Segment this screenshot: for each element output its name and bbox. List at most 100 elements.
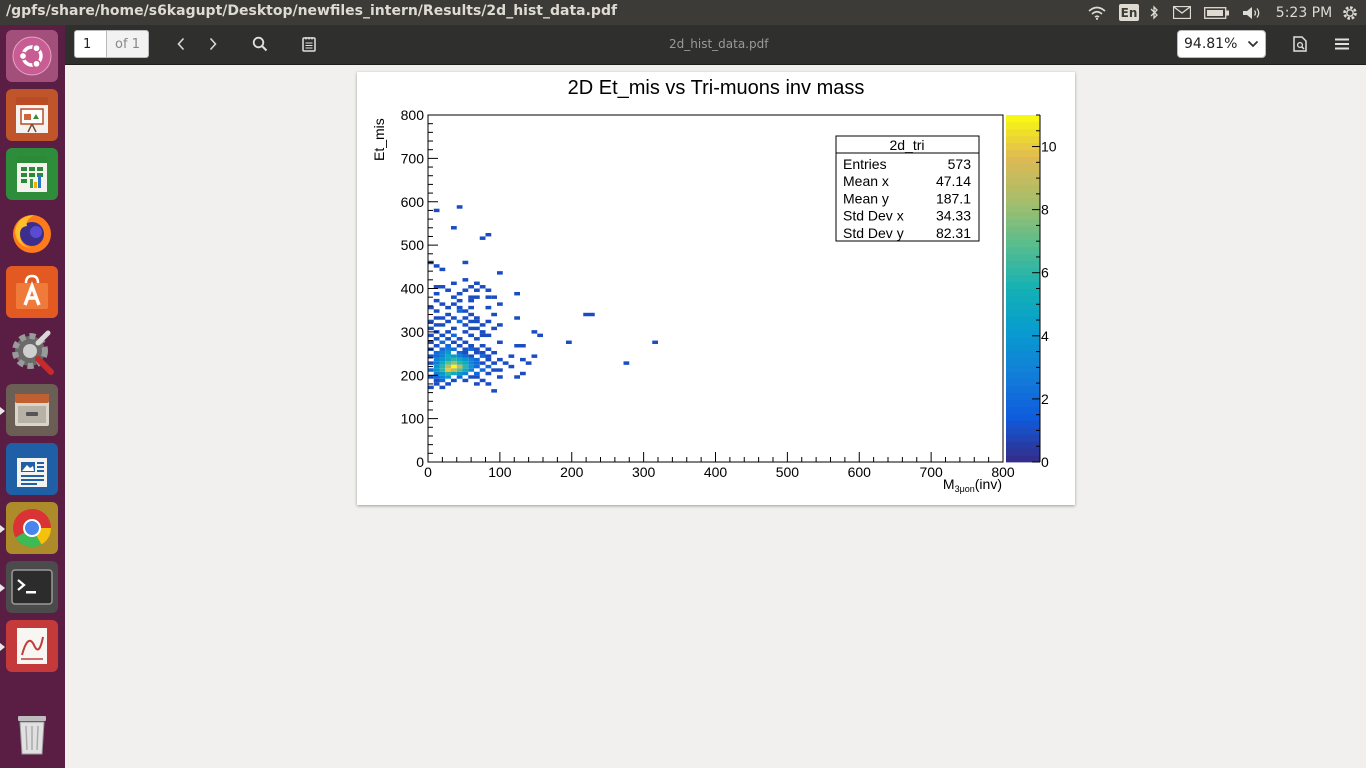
hist-cell xyxy=(485,354,492,358)
hist-cell xyxy=(497,357,503,362)
hist-cell xyxy=(456,354,463,358)
hist-cell xyxy=(439,364,446,369)
hist-cell xyxy=(439,385,446,390)
previous-page-button[interactable] xyxy=(166,30,196,58)
stats-value: 573 xyxy=(948,156,972,172)
palette-band xyxy=(1006,198,1040,206)
hist-cell xyxy=(439,350,446,355)
hist-cell xyxy=(439,302,446,306)
palette-band xyxy=(1006,302,1040,310)
hist-cell xyxy=(451,295,457,299)
hist-cell xyxy=(439,285,446,289)
ubuntu-dash-icon[interactable] xyxy=(6,30,58,82)
files-icon[interactable] xyxy=(6,384,58,436)
annotations-button[interactable] xyxy=(294,30,324,58)
hist-cell xyxy=(451,361,457,365)
hist-cell xyxy=(537,333,543,338)
palette-band xyxy=(1006,399,1040,407)
hist-cell xyxy=(433,382,440,386)
battery-icon[interactable] xyxy=(1203,0,1231,25)
hist-cell xyxy=(462,347,469,351)
hist-cell xyxy=(462,361,469,365)
zoom-select[interactable]: 94.81% xyxy=(1177,30,1266,58)
palette-tick-label: 2 xyxy=(1041,391,1049,407)
x-axis-label-tail: (inv) xyxy=(975,476,1002,492)
hist-cell xyxy=(445,350,451,355)
volume-icon[interactable] xyxy=(1240,0,1264,25)
hist-cell xyxy=(462,278,469,282)
wifi-icon[interactable] xyxy=(1086,0,1108,25)
calc-icon[interactable] xyxy=(6,148,58,200)
hist-cell xyxy=(445,312,451,317)
bluetooth-icon[interactable] xyxy=(1147,0,1161,25)
palette-band xyxy=(1006,371,1040,380)
hist-cell xyxy=(445,305,451,310)
stats-label: Std Dev x xyxy=(843,208,904,224)
palette-band xyxy=(1006,260,1040,269)
hist-cell xyxy=(462,288,469,292)
x-tick-label: 400 xyxy=(704,464,728,480)
keyboard-language-indicator[interactable]: En xyxy=(1119,4,1139,21)
mail-icon[interactable] xyxy=(1171,0,1193,25)
hist-cell xyxy=(456,337,463,341)
palette-band xyxy=(1006,350,1040,359)
y-tick-label: 600 xyxy=(401,194,425,210)
hist-cell xyxy=(485,333,492,338)
system-settings-icon[interactable] xyxy=(6,325,58,377)
hist-cell xyxy=(451,364,457,369)
palette-band xyxy=(1006,364,1040,373)
document-title: 2d_hist_data.pdf xyxy=(669,37,769,51)
chrome-icon[interactable] xyxy=(6,502,58,554)
trash-icon[interactable] xyxy=(6,708,58,760)
x-tick-label: 0 xyxy=(424,464,432,480)
impress-icon[interactable] xyxy=(6,89,58,141)
clock[interactable]: 5:23 PM xyxy=(1275,4,1333,21)
software-center-icon[interactable] xyxy=(6,266,58,318)
x-tick-label: 800 xyxy=(991,464,1015,480)
palette-band xyxy=(1006,246,1040,255)
hist-cell xyxy=(439,323,446,327)
hist-cell xyxy=(485,305,492,310)
menu-button[interactable] xyxy=(1327,30,1357,58)
hist-cell xyxy=(433,368,440,372)
hist-cell xyxy=(623,361,630,365)
hist-cell xyxy=(468,312,474,317)
power-gear-icon[interactable] xyxy=(1339,0,1361,25)
palette-band xyxy=(1006,323,1040,331)
hist-cell xyxy=(433,291,440,296)
hist-cell xyxy=(485,382,492,386)
search-button[interactable] xyxy=(245,30,275,58)
hist-cell xyxy=(433,298,440,303)
hist-cell xyxy=(497,368,503,372)
y-tick-label: 400 xyxy=(401,281,425,297)
hist-cell xyxy=(462,371,469,376)
hist-cell xyxy=(456,371,463,376)
hist-cell xyxy=(497,271,503,275)
hist-cell xyxy=(474,347,480,351)
hist-cell xyxy=(474,357,480,362)
hist-cell xyxy=(474,371,480,376)
hist-cell xyxy=(652,340,658,345)
hist-cell xyxy=(462,316,469,320)
launcher xyxy=(0,25,65,768)
terminal-icon[interactable] xyxy=(6,561,58,613)
firefox-icon[interactable] xyxy=(6,207,58,259)
palette-band xyxy=(1006,184,1040,192)
x-axis-label-main: M xyxy=(943,476,955,492)
next-page-button[interactable] xyxy=(198,30,228,58)
page-number-input[interactable]: 1 xyxy=(74,30,106,58)
palette-band xyxy=(1006,253,1040,262)
hist-cell xyxy=(479,330,486,334)
document-viewer-icon[interactable] xyxy=(6,620,58,672)
y-tick-label: 800 xyxy=(401,107,425,123)
hist-cell xyxy=(462,350,469,355)
hist-cell xyxy=(433,357,440,362)
hist-cell xyxy=(428,375,434,379)
axes: 0 100 200 300 400 500 600 700 800 0 100 200 300 400 50… xyxy=(401,107,1015,480)
hist-cell xyxy=(445,361,451,365)
page-view-button[interactable] xyxy=(1285,30,1315,58)
hist-cell xyxy=(491,368,497,372)
hist-cell xyxy=(445,344,451,348)
hist-cell xyxy=(433,208,440,213)
writer-icon[interactable] xyxy=(6,443,58,495)
